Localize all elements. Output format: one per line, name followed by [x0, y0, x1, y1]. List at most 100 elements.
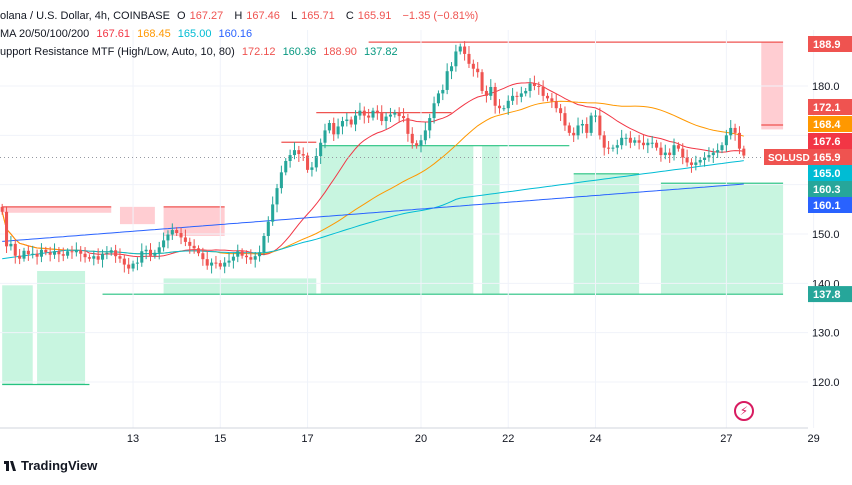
candle-body [432, 103, 436, 119]
candle [737, 126, 741, 155]
price-tick-label: 150.0 [812, 229, 840, 241]
candle [410, 127, 414, 149]
candle-body [410, 133, 414, 144]
candle [13, 239, 17, 264]
candle-body [624, 137, 628, 139]
candle-body [162, 240, 166, 248]
candle-body [441, 89, 445, 94]
candle-body [598, 115, 602, 136]
candle-body [698, 160, 702, 163]
candle [79, 246, 83, 262]
ma20-value: 167.61 [96, 28, 131, 40]
candle-body [301, 154, 305, 156]
candle [205, 251, 209, 270]
candle-body [349, 119, 353, 125]
candle-body [362, 110, 366, 116]
candle [545, 92, 550, 102]
candle-body [454, 51, 458, 67]
candle-body [292, 150, 297, 156]
candle [733, 123, 737, 141]
price-tag-bg [808, 99, 852, 115]
candle-body [345, 119, 349, 122]
candle [668, 148, 672, 163]
candle-body [515, 95, 519, 97]
candle [489, 79, 493, 101]
candle [218, 260, 222, 270]
candle-body [83, 253, 87, 258]
candle-body [31, 253, 35, 255]
price-tag: 160.3 [808, 181, 852, 197]
candle-body [227, 260, 231, 263]
candle [61, 247, 65, 262]
candle [140, 243, 144, 267]
support-zone [451, 145, 474, 294]
candle [415, 140, 419, 149]
candle-body [39, 249, 43, 257]
candle [388, 107, 392, 123]
price-tag-bg [808, 149, 852, 165]
price-tag-bg [808, 116, 852, 132]
candle [711, 148, 715, 163]
price-tag-bg [808, 165, 852, 181]
symbol-legend[interactable]: olana / U.S. Dollar, 4h, COINBASE O 167.2… [0, 9, 482, 23]
sr-legend[interactable]: upport Resistance MTF (High/Low, Auto, 1… [0, 45, 402, 59]
candle-body [205, 259, 209, 266]
candle-body [196, 248, 201, 254]
ma-legend[interactable]: MA 20/50/100/200 167.61 168.45 165.00 16… [0, 27, 256, 41]
candle [188, 237, 192, 254]
candle [253, 252, 257, 268]
candle [288, 149, 292, 168]
price-tag-bg [808, 36, 852, 52]
candle-body [384, 116, 388, 122]
lightning-icon[interactable]: ⚡ [734, 401, 754, 421]
resistance-zone [2, 206, 112, 213]
price-tag-bg [808, 133, 852, 149]
candle [559, 104, 563, 122]
support-zone [37, 271, 86, 385]
candle [131, 260, 135, 272]
ma100-value: 165.00 [177, 28, 212, 40]
candle [223, 257, 227, 274]
candle-body [118, 256, 122, 259]
candle-body [153, 252, 157, 256]
close-label: C [345, 10, 354, 22]
candle [336, 118, 340, 139]
candle-body [467, 53, 471, 64]
price-tag-label: 137.8 [813, 289, 841, 301]
candle-body [223, 262, 227, 267]
candle-body [550, 98, 554, 102]
candle-body [742, 148, 746, 156]
candle-body [733, 127, 737, 133]
candle-body [415, 143, 419, 146]
tradingview-logo[interactable]: TradingView [4, 458, 97, 473]
support-zone [2, 285, 33, 385]
candle [105, 246, 109, 260]
candle-body [397, 112, 401, 117]
candle [148, 243, 153, 262]
candle [297, 145, 301, 162]
candle-body [655, 142, 659, 148]
candle-body [554, 101, 558, 109]
support-zone [660, 183, 784, 294]
price-tag-bg [808, 197, 852, 213]
candle-body [423, 130, 427, 141]
candle [458, 43, 462, 55]
time-tick-label: 22 [502, 433, 514, 445]
candle-body [183, 237, 187, 242]
candle-body [576, 125, 580, 136]
candle-body [332, 123, 336, 135]
candle [144, 245, 148, 260]
price-tags: 188.9 172.1 168.4 167.6 165.9 165.0 160.3 160.1… [764, 36, 852, 303]
time-axis[interactable]: 13 15 17 20 22 24 27 29 [127, 433, 820, 445]
ma200-line [2, 183, 744, 242]
candle [646, 138, 650, 154]
candle-body [0, 206, 4, 212]
candle [271, 196, 275, 226]
candle [419, 134, 423, 153]
support-zone [320, 145, 452, 294]
candle [135, 257, 139, 271]
candle-body [449, 66, 454, 72]
candles [0, 41, 746, 274]
candle [528, 78, 532, 98]
